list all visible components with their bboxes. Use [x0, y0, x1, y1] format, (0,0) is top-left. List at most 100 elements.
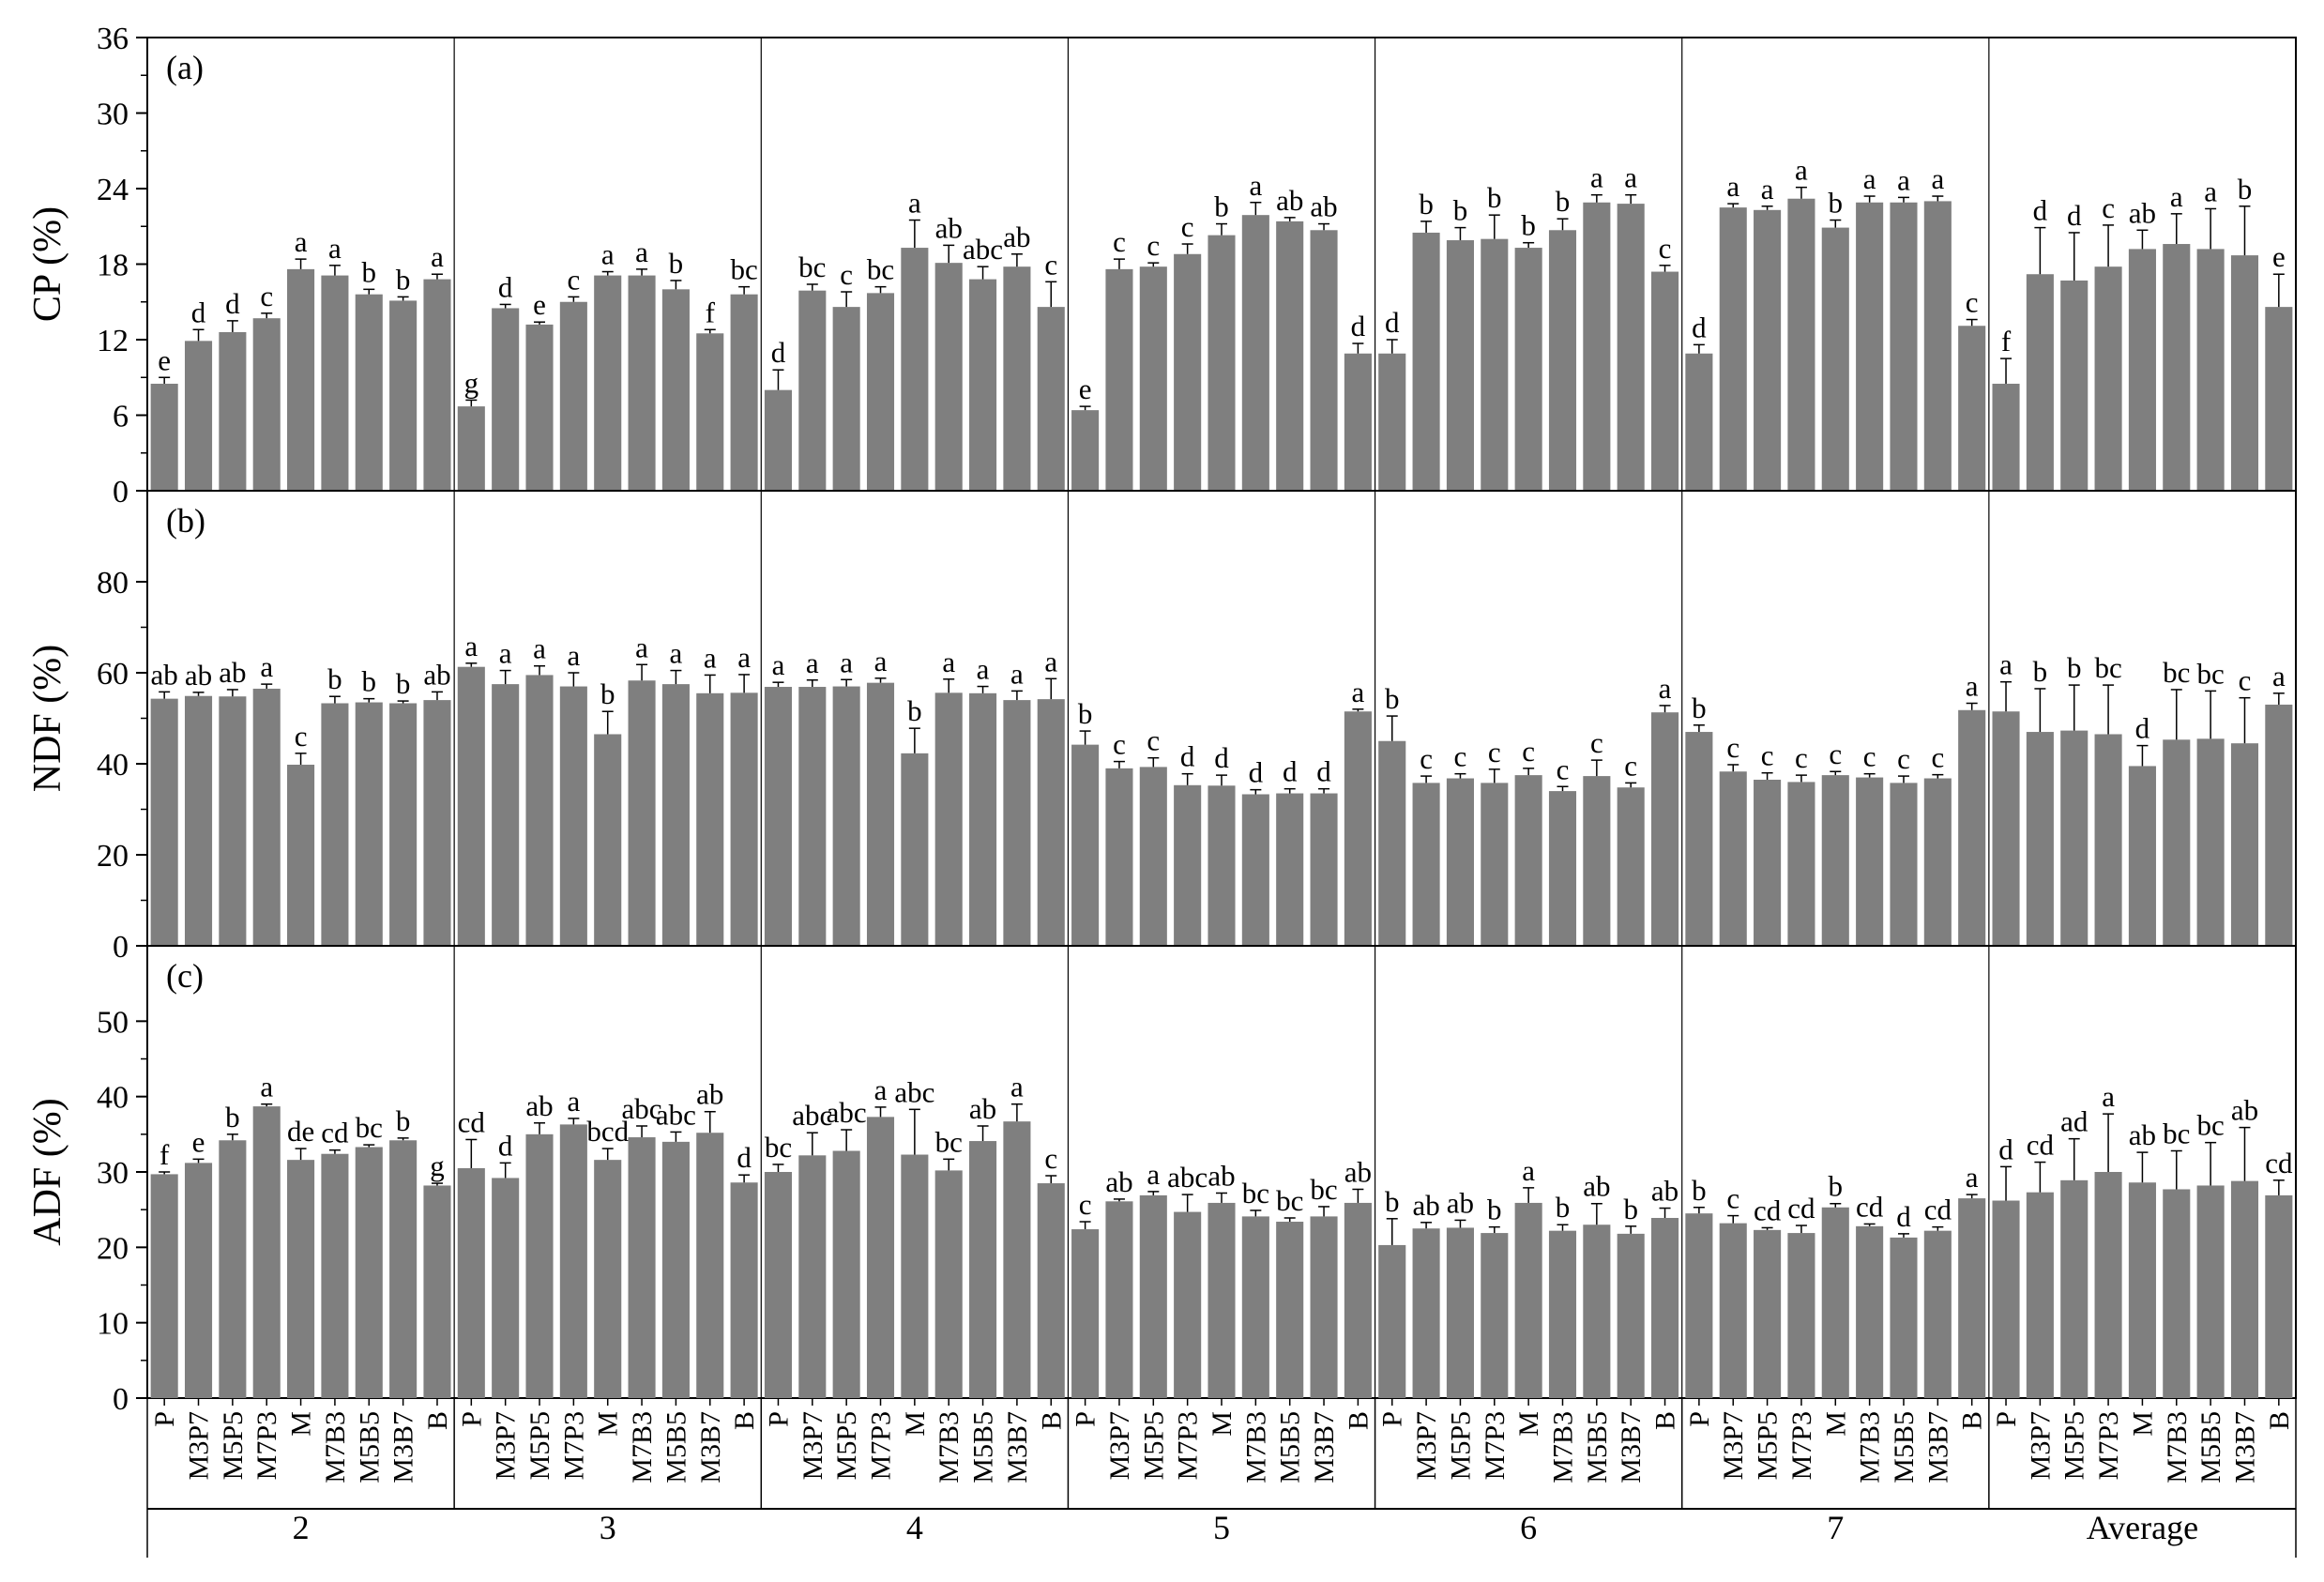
bar [661, 684, 690, 946]
x-tick-label: M5P5 [218, 1411, 249, 1480]
significance-letter: c [840, 258, 853, 291]
x-tick-label: M3B7 [1002, 1411, 1033, 1483]
bar [1378, 1244, 1406, 1398]
significance-letter: d [1180, 740, 1195, 773]
bar [287, 268, 315, 491]
significance-letter: d [1214, 741, 1229, 774]
bar [184, 1163, 213, 1398]
bar [1821, 227, 1849, 491]
x-tick-label: M3B7 [388, 1411, 419, 1483]
x-tick-label: M [286, 1411, 317, 1437]
group-label: 3 [600, 1509, 616, 1546]
bar [1651, 1218, 1679, 1398]
significance-letter: b [1692, 692, 1707, 724]
bar [559, 301, 587, 491]
significance-letter: a [1966, 1161, 1979, 1194]
significance-letter: c [1522, 735, 1535, 768]
bar [2060, 280, 2089, 491]
bar [252, 318, 281, 491]
bar [219, 1140, 247, 1398]
significance-letter: c [1966, 286, 1979, 319]
significance-letter: a [635, 631, 648, 663]
x-tick-label: M5B5 [968, 1411, 999, 1483]
bar [492, 308, 520, 491]
bar [1037, 699, 1065, 946]
significance-letter: c [1829, 738, 1842, 770]
bar [1412, 783, 1440, 946]
significance-letter: ab [696, 1078, 723, 1111]
x-tick-label: M [593, 1411, 624, 1437]
significance-letter: c [1557, 753, 1570, 785]
significance-letter: abc [1167, 1161, 1208, 1194]
significance-letter: a [260, 650, 273, 683]
y-tick-label: 0 [113, 475, 129, 510]
bar [1617, 787, 1645, 946]
bar [661, 289, 690, 491]
significance-letter: d [191, 296, 206, 328]
significance-letter: a [1726, 170, 1739, 203]
bar [321, 275, 349, 491]
bar [219, 331, 247, 491]
significance-letter: d [771, 336, 786, 369]
y-tick-label: 60 [97, 657, 129, 692]
significance-letter: b [1829, 187, 1844, 220]
significance-letter: cd [1856, 1190, 1884, 1223]
significance-letter: c [1863, 740, 1876, 773]
x-tick-label: M3P7 [1718, 1411, 1749, 1480]
bar [2196, 738, 2225, 946]
significance-letter: c [1113, 728, 1126, 761]
bar [866, 293, 895, 491]
bar [866, 1117, 895, 1398]
bar [2128, 766, 2156, 946]
significance-letter: b [669, 247, 684, 280]
significance-letter: bc [730, 253, 757, 286]
significance-letter: d [1385, 306, 1400, 339]
bar [969, 279, 997, 491]
significance-letter: a [1931, 162, 1944, 195]
significance-letter: c [1454, 740, 1467, 773]
x-tick-label: B [1650, 1411, 1681, 1430]
x-tick-label: M3P7 [491, 1411, 522, 1480]
significance-letter: b [1487, 181, 1502, 214]
significance-letter: ab [1412, 1189, 1439, 1222]
significance-letter: g [464, 366, 479, 399]
bar [798, 687, 827, 946]
bar [2265, 307, 2293, 491]
bar [150, 1174, 178, 1398]
significance-letter: ab [1003, 221, 1030, 253]
bar [901, 248, 929, 491]
significance-letter: b [1829, 1170, 1844, 1203]
significance-letter: bc [2163, 656, 2190, 689]
y-tick-label: 0 [113, 930, 129, 965]
y-tick-label: 40 [97, 748, 129, 783]
x-tick-label: M7B3 [2162, 1411, 2193, 1483]
x-tick-label: M [2127, 1411, 2158, 1437]
significance-letter: cd [1924, 1194, 1952, 1226]
significance-letter: b [1214, 190, 1229, 223]
significance-letter: ab [1651, 1175, 1678, 1208]
significance-letter: b [1453, 194, 1468, 227]
bar [1446, 778, 1474, 946]
bar [934, 263, 963, 491]
bar [764, 389, 792, 491]
significance-letter: a [464, 630, 478, 662]
bar [901, 753, 929, 946]
bar [1446, 240, 1474, 491]
bar [1958, 326, 1986, 491]
x-tick-label: M5P5 [1138, 1411, 1169, 1480]
bar [1139, 767, 1167, 946]
significance-letter: de [287, 1115, 314, 1148]
bar [2196, 1185, 2225, 1398]
bar [559, 686, 587, 946]
significance-letter: a [2102, 1080, 2115, 1113]
bar [1481, 238, 1509, 491]
significance-letter: ab [935, 211, 963, 244]
significance-letter: c [1113, 225, 1126, 258]
bar [1344, 1202, 1372, 1398]
bar [1208, 785, 1236, 946]
significance-letter: c [1590, 726, 1603, 759]
significance-letter: c [1044, 1142, 1057, 1175]
x-tick-label: M7P3 [1786, 1411, 1817, 1480]
significance-letter: a [704, 641, 717, 674]
significance-letter: bc [1276, 1184, 1303, 1217]
